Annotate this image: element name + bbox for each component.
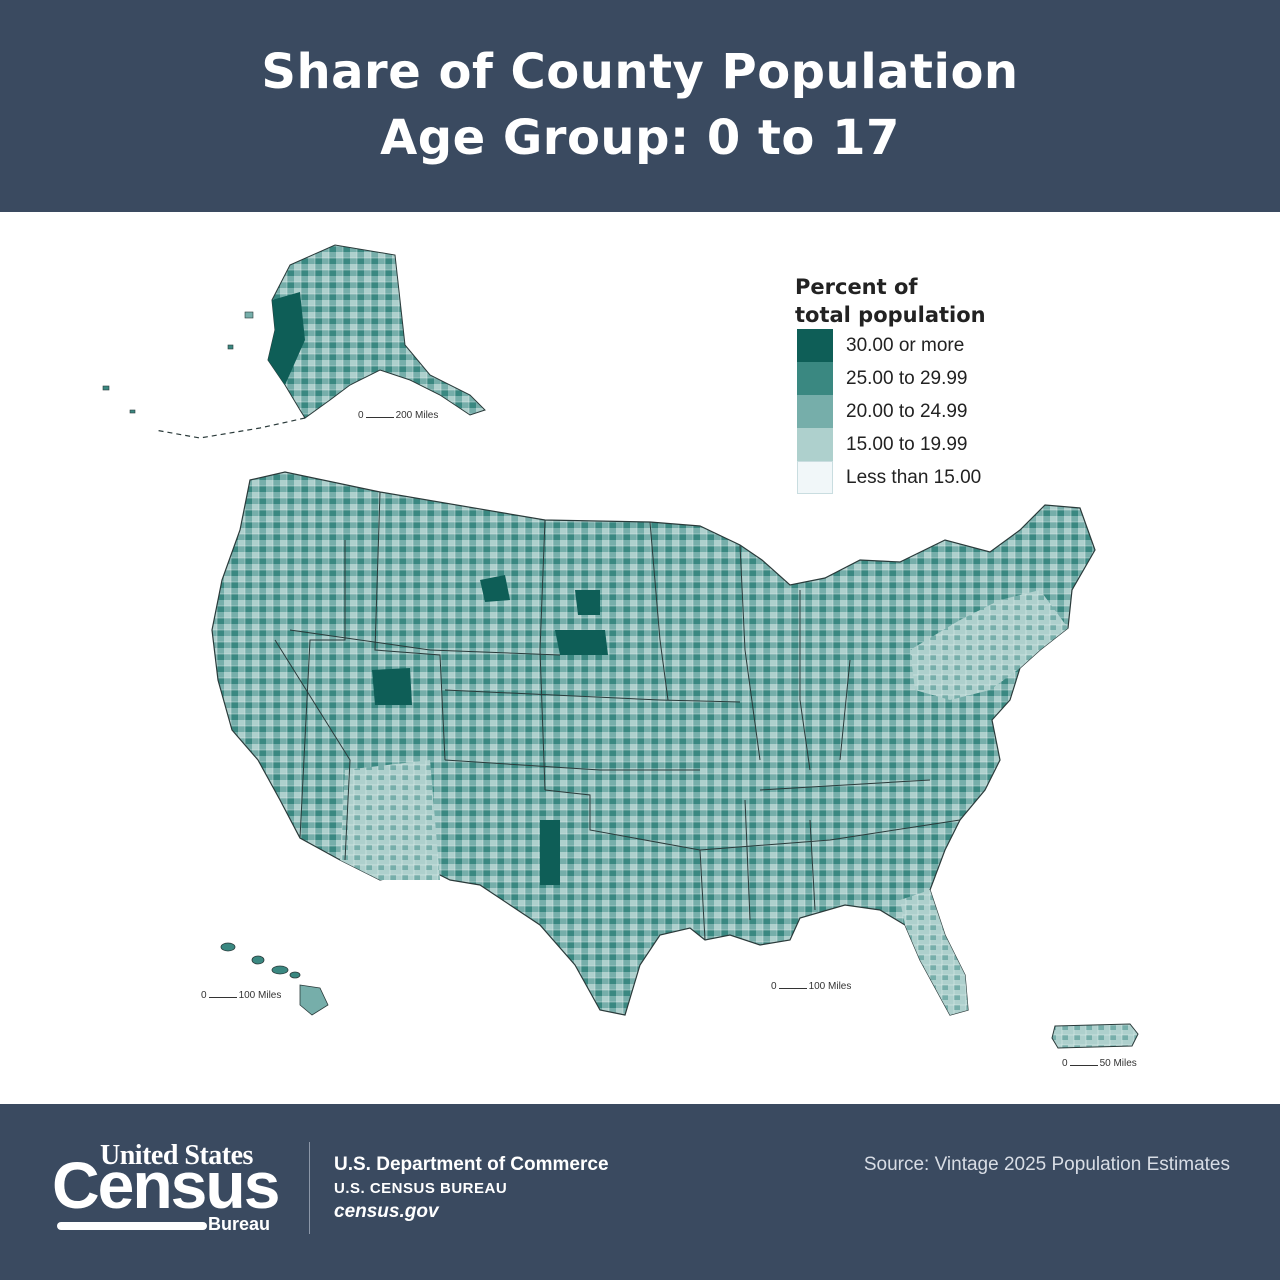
puerto-rico-shape (1051, 1023, 1139, 1049)
legend-title-line-2: total population (795, 303, 986, 327)
choropleth-map (102, 244, 1139, 1049)
alaska-scale-bar: 0 200 Miles (358, 410, 439, 421)
logo-bureau: Bureau (208, 1214, 271, 1234)
puerto-rico-scale-bar: 0 50 Miles (1062, 1058, 1137, 1069)
conus-shape (211, 471, 1096, 1016)
website-link[interactable]: census.gov (334, 1201, 439, 1222)
northeast-region (910, 590, 1068, 700)
legend-label: 30.00 or more (846, 335, 965, 356)
legend-swatch (797, 428, 833, 461)
conus-scale-bar: 0 100 Miles (771, 981, 852, 992)
legend-label: 15.00 to 19.99 (846, 434, 968, 455)
hawaii-islands (220, 942, 329, 1016)
footer-banner: United States Census Bureau U.S. Departm… (0, 1104, 1280, 1280)
department-name: U.S. Department of Commerce (334, 1154, 609, 1175)
state-borders (274, 491, 961, 941)
legend-label: 25.00 to 29.99 (846, 368, 968, 389)
hawaii-scale-bar: 0 100 Miles (201, 990, 282, 1001)
legend-swatch (797, 362, 833, 395)
legend-swatch (797, 395, 833, 428)
source-note: Source: Vintage 2025 Population Estimate… (863, 1154, 1230, 1175)
bureau-name: U.S. CENSUS BUREAU (334, 1180, 508, 1197)
logo-united-states: United States (100, 1140, 253, 1171)
legend-item: 20.00 to 24.99 (795, 395, 1035, 428)
legend-item: 15.00 to 19.99 (795, 428, 1035, 461)
legend-label: 20.00 to 24.99 (846, 401, 968, 422)
title-line-1: Share of County Population (261, 44, 1019, 100)
logo-census: Census (52, 1148, 280, 1222)
header-banner: Share of County Population Age Group: 0 … (0, 0, 1280, 212)
legend-swatch (797, 461, 833, 494)
legend-items: 30.00 or more 25.00 to 29.99 20.00 to 24.9… (795, 329, 1035, 494)
legend-item: 25.00 to 29.99 (795, 362, 1035, 395)
legend-label: Less than 15.00 (846, 467, 982, 488)
map-area: 0 200 Miles 0 100 Miles 0 100 Miles 0 50 Mil… (0, 212, 1280, 1104)
florida-region (900, 890, 968, 1015)
footer-divider (309, 1142, 310, 1234)
logo-swoosh (57, 1222, 207, 1230)
map-legend: Percent of total population 30.00 or mor… (795, 273, 1035, 494)
legend-swatch (797, 329, 833, 362)
legend-item: Less than 15.00 (795, 461, 1035, 494)
title-line-2: Age Group: 0 to 17 (380, 110, 900, 166)
legend-title-line-1: Percent of (795, 275, 918, 299)
southwest-region (340, 760, 440, 880)
legend-item: 30.00 or more (795, 329, 1035, 362)
